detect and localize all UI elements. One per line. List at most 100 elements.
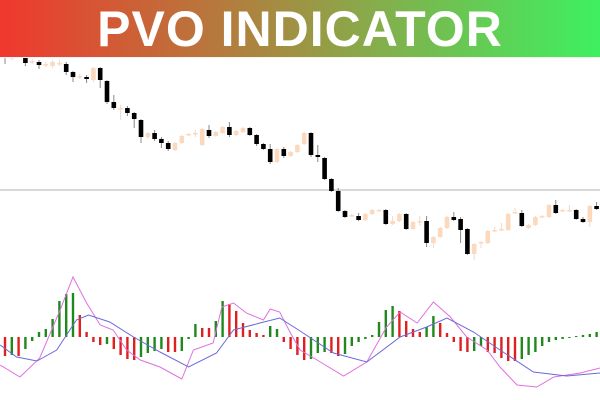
page-title: PVO INDICATOR (97, 0, 503, 57)
candle-body (91, 68, 96, 80)
candle (471, 243, 477, 260)
histogram-bar (214, 321, 217, 337)
candle (356, 213, 361, 221)
candle-body (145, 133, 151, 137)
candle-body (465, 229, 470, 254)
candle-body (471, 244, 477, 254)
histogram-bar (3, 337, 7, 356)
histogram-bar (289, 337, 292, 349)
candle-body (193, 133, 198, 135)
candle (580, 217, 586, 223)
signal-line (0, 314, 600, 377)
histogram-bar (459, 337, 462, 351)
candle-body (567, 210, 572, 212)
histogram-bar (241, 323, 245, 337)
candle-body (560, 210, 565, 212)
candle (295, 144, 300, 153)
histogram-bar (17, 337, 20, 356)
candle (567, 205, 572, 212)
candle-body (342, 211, 348, 217)
candle (43, 62, 49, 67)
candle-body (573, 210, 579, 219)
candle (553, 200, 559, 214)
histogram-bar (357, 337, 360, 342)
candle (274, 148, 280, 163)
candle-body (594, 206, 599, 209)
candle-body (138, 120, 144, 137)
histogram-bar (405, 321, 408, 337)
histogram-bar (398, 311, 401, 337)
candle-body (70, 72, 76, 77)
candle-body (519, 213, 525, 226)
candle (410, 221, 416, 230)
candle (131, 112, 137, 128)
candle (363, 213, 368, 221)
candle (233, 130, 239, 136)
candle (165, 141, 171, 151)
candle (50, 60, 55, 68)
candle-body (29, 61, 35, 63)
histogram-bar (71, 293, 75, 337)
candle (159, 137, 164, 148)
pvo-line (0, 275, 600, 388)
candle-body (478, 242, 484, 244)
histogram-bar (479, 337, 483, 346)
candle (145, 132, 151, 139)
candle-body (118, 108, 123, 110)
histogram-bar (201, 328, 204, 337)
histogram-bar (371, 335, 374, 337)
histogram-bar (425, 327, 428, 337)
candle-body (111, 102, 117, 108)
price-panel (0, 42, 600, 260)
candle (451, 212, 457, 221)
candle-body (240, 128, 246, 132)
histogram-bar (65, 294, 68, 337)
candle (118, 105, 123, 120)
histogram-bar (561, 337, 564, 339)
histogram-bar (337, 337, 340, 356)
candle-body (410, 222, 416, 229)
histogram-bar (303, 337, 306, 360)
candle-body (84, 77, 89, 79)
histogram-bar (316, 337, 319, 353)
histogram-bar (78, 315, 81, 337)
candle (227, 122, 232, 137)
candle-body (281, 149, 287, 156)
candle (444, 216, 450, 229)
histogram-bar (24, 337, 27, 349)
histogram-bar (466, 337, 469, 352)
candle-body (43, 64, 49, 66)
candle (301, 132, 307, 145)
candle-body (186, 134, 191, 136)
histogram-bar (139, 337, 143, 357)
candle-body (397, 214, 402, 221)
histogram-bar (588, 334, 591, 337)
candle-body (546, 205, 552, 217)
candle-body (267, 149, 273, 162)
candle-body (125, 108, 130, 113)
candle-body (431, 237, 436, 243)
histogram-bar (520, 337, 523, 359)
histogram-bar (126, 337, 129, 359)
candle (431, 236, 436, 248)
histogram-bar (418, 332, 421, 337)
histogram-bar (568, 337, 571, 338)
candle (512, 208, 518, 214)
histogram-bar (92, 337, 95, 342)
candle (322, 157, 327, 180)
candle-body (206, 130, 212, 136)
histogram-bar (105, 337, 109, 344)
histogram-bar (411, 329, 415, 337)
histogram-bar (439, 323, 442, 337)
histogram-bar (119, 337, 122, 355)
histogram-bar (255, 333, 258, 337)
histogram-bar (507, 337, 510, 361)
candle-body (227, 127, 232, 135)
candle (369, 209, 375, 215)
candle (77, 74, 83, 79)
candle (342, 210, 348, 218)
candle (240, 127, 246, 133)
candle-body (288, 152, 293, 156)
candle (172, 142, 178, 151)
candle-body (247, 128, 253, 135)
